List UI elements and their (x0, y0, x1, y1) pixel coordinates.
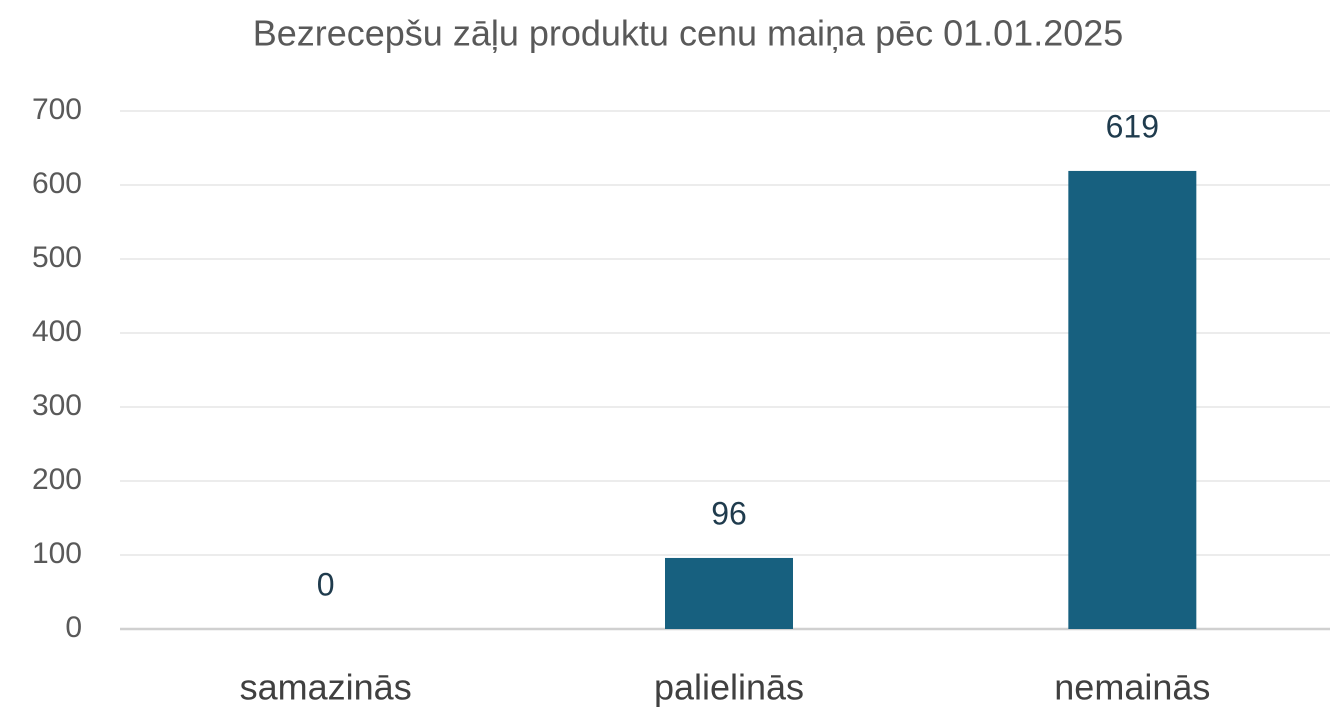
data-label: 0 (317, 566, 335, 602)
chart-title: Bezrecepšu zāļu produktu cenu maiņa pēc … (253, 13, 1124, 54)
bar (665, 557, 793, 629)
y-tick-label: 400 (32, 315, 82, 348)
y-tick-label: 200 (32, 463, 82, 496)
y-tick-label: 0 (65, 611, 82, 644)
data-label: 96 (711, 495, 747, 531)
y-tick-label: 500 (32, 241, 82, 274)
data-label: 619 (1106, 108, 1159, 144)
y-tick-label: 100 (32, 537, 82, 570)
x-tick-label: palielinās (654, 667, 804, 708)
y-tick-label: 600 (32, 167, 82, 200)
bar (1068, 170, 1197, 629)
y-tick-label: 300 (32, 389, 82, 422)
x-tick-label: nemainās (1054, 667, 1210, 708)
y-tick-label: 700 (32, 93, 82, 126)
x-tick-label: samazinās (240, 667, 412, 708)
